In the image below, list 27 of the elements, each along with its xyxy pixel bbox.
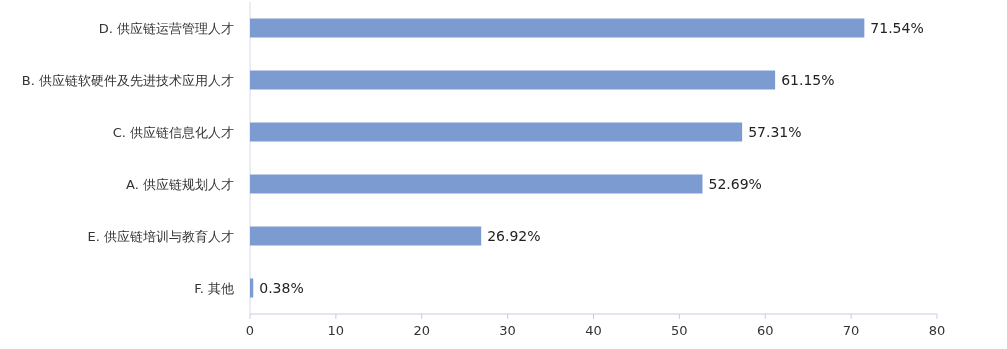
data-label: 52.69% xyxy=(708,176,762,192)
x-tick-label: 50 xyxy=(671,323,688,338)
x-tick-label: 20 xyxy=(413,323,431,338)
y-tick-label: C. 供应链信息化人才 xyxy=(112,125,234,140)
x-tick-label: 80 xyxy=(928,323,946,338)
data-label: 0.38% xyxy=(259,280,304,296)
data-label: 57.31% xyxy=(748,124,802,140)
data-label: 26.92% xyxy=(487,228,541,244)
x-tick-label: 0 xyxy=(245,323,255,338)
bar xyxy=(250,278,254,298)
bar xyxy=(250,226,482,246)
x-tick-label: 10 xyxy=(327,323,345,338)
y-tick-label: D. 供应链运营管理人才 xyxy=(98,21,234,36)
y-tick-label: B. 供应链软硬件及先进技术应用人才 xyxy=(21,73,234,88)
y-tick-label: F. 其他 xyxy=(194,281,234,296)
bar xyxy=(250,70,776,90)
x-tick-label: 40 xyxy=(585,323,602,338)
bar xyxy=(250,174,703,194)
data-label: 71.54% xyxy=(870,20,924,36)
bar xyxy=(250,18,865,38)
x-tick-label: 70 xyxy=(842,323,860,338)
x-tick-label: 60 xyxy=(756,323,774,338)
y-tick-label: A. 供应链规划人才 xyxy=(126,177,234,192)
x-tick-label: 30 xyxy=(499,323,516,338)
data-label: 61.15% xyxy=(781,72,835,88)
bar xyxy=(250,122,743,142)
y-tick-label: E. 供应链培训与教育人才 xyxy=(87,229,234,244)
